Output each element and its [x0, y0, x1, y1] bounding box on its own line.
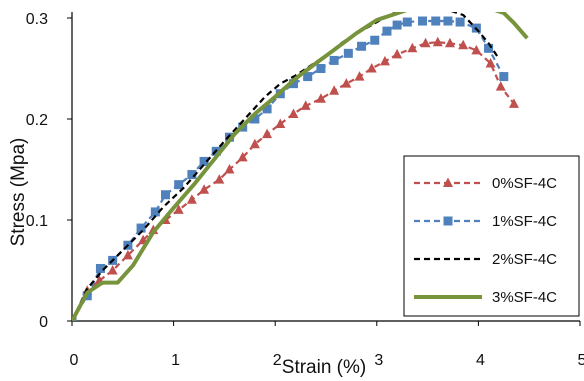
data-point: [382, 26, 392, 36]
data-point: [250, 114, 260, 124]
data-point: [199, 156, 209, 166]
x-tick-label: 1: [171, 352, 180, 369]
series-line: [72, 41, 515, 321]
data-point: [354, 71, 365, 81]
data-point: [379, 55, 390, 66]
series-group: [72, 12, 529, 321]
x-tick-label: 2: [273, 352, 282, 369]
data-point: [455, 17, 465, 27]
data-point: [262, 128, 273, 139]
data-point: [444, 37, 455, 48]
data-point: [458, 39, 469, 50]
data-point: [431, 16, 441, 26]
data-point: [329, 85, 340, 95]
y-axis-title-group: Stress (Mpa): [8, 138, 29, 247]
data-point: [249, 138, 260, 149]
data-point: [407, 42, 418, 53]
data-point: [432, 36, 443, 47]
data-point: [187, 170, 197, 180]
data-point: [484, 43, 494, 53]
data-point: [418, 16, 428, 26]
y-axis-title: Stress (Mpa): [8, 138, 29, 247]
data-point: [300, 100, 311, 110]
legend-marker: [443, 216, 453, 226]
plot-area: 0 0.1 0.2 0.3 0 1 2 3 4 5: [26, 11, 584, 369]
data-point: [357, 41, 367, 51]
legend-label: 1%SF-4C: [492, 213, 557, 230]
data-point: [107, 265, 118, 275]
data-point: [471, 44, 482, 55]
legend-label: 3%SF-4C: [492, 289, 557, 306]
legend-box: [403, 155, 580, 317]
data-point: [508, 98, 519, 108]
data-point: [136, 223, 146, 233]
legend-label: 2%SF-4C: [492, 251, 557, 268]
data-point: [366, 63, 377, 73]
data-point: [443, 16, 453, 26]
data-point: [224, 164, 235, 174]
y-tick-label: 0.1: [26, 213, 48, 230]
data-point: [370, 35, 380, 45]
data-point: [173, 204, 184, 214]
legend-label: 0%SF-4C: [492, 175, 557, 192]
data-point: [315, 93, 326, 103]
data-point: [288, 79, 298, 89]
data-point: [392, 20, 402, 30]
data-point: [262, 104, 272, 114]
data-point: [214, 174, 225, 184]
data-point: [485, 57, 496, 68]
x-axis-title: Strain (%): [282, 357, 366, 378]
data-point: [343, 48, 353, 58]
data-point: [237, 151, 248, 162]
data-point: [150, 207, 160, 217]
y-tick-label: 0.2: [26, 112, 48, 129]
x-tick-label: 5: [578, 352, 584, 369]
data-point: [275, 118, 286, 129]
data-point: [122, 249, 133, 260]
data-point: [186, 194, 197, 204]
data-point: [160, 190, 170, 200]
data-point: [95, 263, 105, 273]
data-point: [392, 48, 403, 59]
y-tick-label: 0.3: [26, 11, 48, 28]
data-point: [341, 78, 352, 88]
data-point: [420, 37, 431, 48]
x-tick-label: 3: [374, 352, 383, 369]
data-point: [303, 72, 313, 82]
series-line: [72, 12, 529, 321]
legend-marker: [443, 177, 453, 187]
data-point: [499, 72, 509, 82]
x-tick-label: 0: [70, 352, 79, 369]
x-tick-label: 4: [476, 352, 485, 369]
data-point: [288, 108, 299, 118]
legend: 0%SF-4C 1%SF-4C 2%SF-4C 3%SF-4C: [403, 155, 580, 317]
y-tick-label: 0: [39, 314, 48, 331]
data-point: [495, 81, 506, 91]
data-point: [402, 17, 412, 27]
data-point: [316, 64, 326, 73]
data-point: [329, 55, 339, 65]
data-point: [199, 184, 210, 194]
data-point: [174, 180, 184, 190]
